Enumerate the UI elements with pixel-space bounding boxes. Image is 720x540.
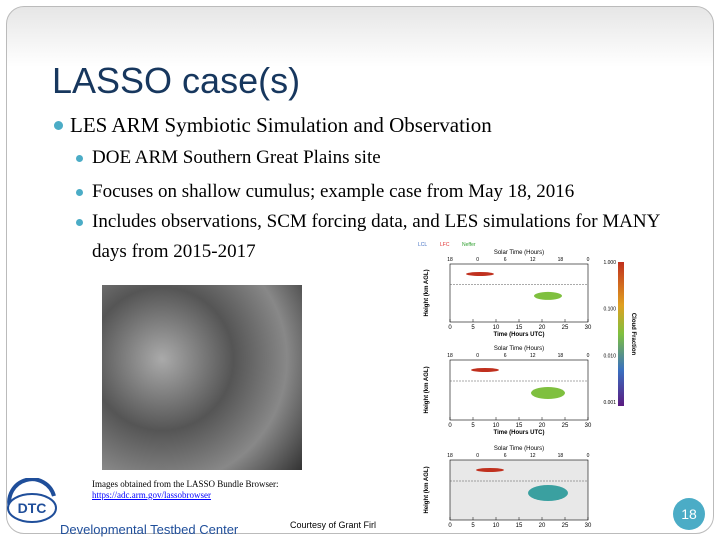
y-axis-title: Height (km AGL) [424, 269, 430, 316]
top-tick-label: 18 [558, 453, 564, 459]
bottom-tick-label: 15 [516, 423, 523, 429]
top-tick-label: 0 [587, 453, 590, 459]
sub-bullet: Includes observations, SCM forcing data,… [92, 211, 660, 262]
bottom-tick-label: 10 [493, 523, 500, 528]
top-tick-label: 18 [558, 353, 564, 359]
bottom-tick-label: 5 [471, 423, 475, 429]
bottom-tick-label: 5 [471, 325, 475, 331]
cloud [531, 387, 565, 399]
bottom-tick-label: 0 [448, 423, 452, 429]
caption: Images obtained from the LASSO Bundle Br… [92, 479, 279, 489]
cloud [471, 368, 499, 372]
top-tick-label: 18 [447, 453, 453, 459]
credit: Courtesy of Grant Firl [290, 520, 377, 530]
plot-area [449, 359, 589, 421]
bottom-tick-label: 20 [539, 325, 546, 331]
solar-title: Solar Time (Hours) [494, 446, 544, 452]
bottom-tick-label: 0 [448, 325, 452, 331]
sub-bullet: DOE ARM Southern Great Plains site [92, 147, 381, 168]
cloud [476, 468, 504, 472]
top-tick-label: 6 [504, 257, 507, 263]
bottom-tick-label: 15 [516, 523, 523, 528]
legend-entry: LCL [418, 242, 427, 248]
bottom-tick-label: 10 [493, 423, 500, 429]
colorbar-label: Cloud Fraction [630, 313, 636, 356]
top-tick-label: 6 [504, 453, 507, 459]
top-tick-label: 0 [476, 453, 479, 459]
top-tick-label: 0 [476, 257, 479, 263]
satellite-image [102, 285, 302, 470]
bottom-tick-label: 25 [562, 523, 569, 528]
cloud [528, 485, 568, 501]
legend-entry: LFC [440, 242, 450, 248]
top-tick-label: 12 [530, 453, 536, 459]
top-tick-label: 18 [558, 257, 564, 263]
plot-area-shaded [449, 459, 589, 521]
bottom-tick-label: 25 [562, 423, 569, 429]
x-axis-title: Time (Hours UTC) [494, 430, 545, 436]
top-tick-label: 18 [447, 257, 453, 263]
logo-text: DTC [18, 500, 47, 516]
solar-title: Solar Time (Hours) [494, 346, 544, 352]
logo-mark: DTC [7, 478, 57, 523]
solar-title: Solar Time (Hours) [494, 250, 544, 256]
figure: LCL LFC Neffer Solar Time (Hours) 18 0 6 12 18 0 0… [418, 242, 636, 528]
colorbar-tick-label: 0.100 [603, 307, 616, 313]
top-tick-label: 6 [504, 353, 507, 359]
link[interactable]: https://adc.arm.gov/lassobrowser [92, 490, 211, 500]
top-tick-label: 0 [476, 353, 479, 359]
y-axis-title: Height (km AGL) [424, 466, 430, 513]
cloud [466, 272, 494, 276]
x-axis-title: Time (Hours UTC) [494, 332, 545, 338]
colorbar-tick-label: 0.001 [603, 400, 616, 406]
bottom-tick-label: 20 [539, 523, 546, 528]
slide-title: LASSO case(s) [52, 60, 301, 101]
bottom-tick-label: 30 [585, 423, 592, 429]
top-tick-label: 0 [587, 257, 590, 263]
bullet-dot [76, 155, 83, 162]
y-axis-title: Height (km AGL) [424, 366, 430, 413]
top-tick-label: 0 [587, 353, 590, 359]
plot-area [449, 263, 589, 323]
bullet-dot [76, 219, 83, 226]
page-number: 18 [673, 498, 705, 530]
colorbar-tick-label: 0.010 [603, 353, 616, 359]
top-tick-label: 12 [530, 257, 536, 263]
logo-name: Developmental Testbed Center [60, 522, 239, 537]
top-tick-label: 18 [447, 353, 453, 359]
bullet-dot [76, 189, 83, 196]
cloud [534, 291, 562, 300]
colorbar-tick-label: 1.000 [603, 260, 616, 266]
bottom-tick-label: 10 [493, 325, 500, 331]
sub-bullet: Focuses on shallow cumulus; example case… [92, 181, 575, 202]
bullet: LES ARM Symbiotic Simulation and Observa… [70, 113, 492, 137]
bottom-tick-label: 25 [562, 325, 569, 331]
bottom-tick-label: 30 [585, 325, 592, 331]
bottom-tick-label: 30 [585, 523, 592, 528]
colorbar [618, 262, 624, 406]
legend-entry: Neffer [462, 242, 476, 248]
bullet-dot [54, 121, 63, 130]
bottom-tick-label: 15 [516, 325, 523, 331]
bottom-tick-label: 0 [448, 523, 452, 528]
top-tick-label: 12 [530, 353, 536, 359]
bottom-tick-label: 20 [539, 423, 546, 429]
bottom-tick-label: 5 [471, 523, 475, 528]
